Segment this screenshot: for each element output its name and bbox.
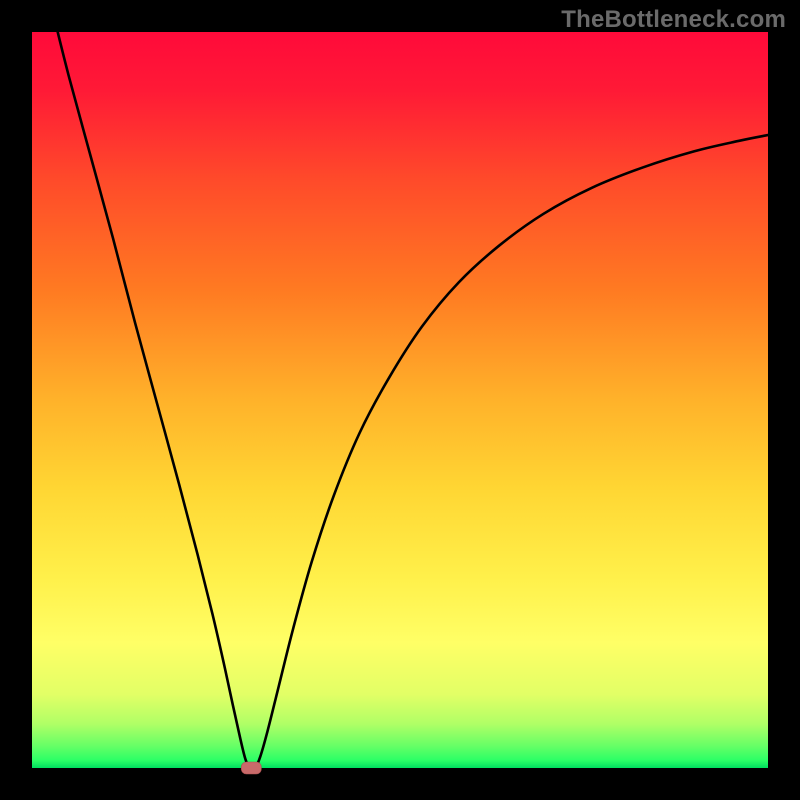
chart-svg — [0, 0, 800, 800]
optimal-point-marker — [241, 762, 261, 774]
chart-container: TheBottleneck.com — [0, 0, 800, 800]
plot-background — [32, 32, 768, 768]
watermark-text: TheBottleneck.com — [561, 6, 786, 34]
